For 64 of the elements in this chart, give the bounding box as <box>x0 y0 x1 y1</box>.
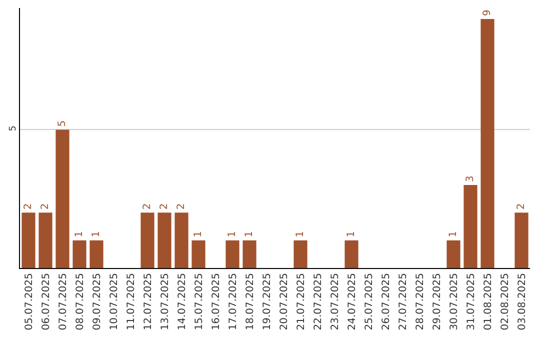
x-tick-label: 27.07.2025 <box>398 273 409 330</box>
x-tick-label: 05.07.2025 <box>24 273 35 330</box>
bar <box>90 240 104 268</box>
x-tick-label: 07.07.2025 <box>58 273 69 330</box>
bar <box>226 240 240 268</box>
bar <box>38 212 52 268</box>
data-label: 2 <box>516 203 527 210</box>
data-label: 1 <box>227 230 238 238</box>
bar <box>158 212 172 268</box>
x-tick-label: 25.07.2025 <box>364 273 375 330</box>
x-tick-label: 20.07.2025 <box>278 273 290 330</box>
x-tick-label: 31.07.2025 <box>466 273 477 330</box>
data-label: 2 <box>23 203 34 210</box>
data-label: 5 <box>57 120 68 127</box>
x-tick-label: 22.07.2025 <box>312 273 324 330</box>
x-tick-label: 28.07.2025 <box>414 273 426 330</box>
data-label: 1 <box>74 230 85 238</box>
x-tick-label: 21.07.2025 <box>296 273 307 330</box>
x-tick-label: 13.07.2025 <box>160 273 171 330</box>
data-label: 2 <box>40 203 51 210</box>
x-tick-label: 03.08.2025 <box>516 273 528 330</box>
x-tick-label: 30.07.2025 <box>448 273 460 330</box>
bar <box>192 240 206 268</box>
data-label: 1 <box>91 230 102 238</box>
bar <box>294 240 308 268</box>
bar <box>56 130 70 268</box>
x-tick-label: 14.07.2025 <box>176 273 188 330</box>
data-label: 1 <box>295 230 306 238</box>
x-tick-label: 09.07.2025 <box>92 273 103 330</box>
data-label: 3 <box>465 176 476 182</box>
x-tick-label: 24.07.2025 <box>346 273 358 330</box>
data-label: 1 <box>448 230 459 238</box>
data-label: 9 <box>482 10 493 16</box>
x-tick-label: 23.07.2025 <box>330 273 341 330</box>
bar <box>514 212 528 268</box>
x-tick-label: 18.07.2025 <box>244 273 256 330</box>
bar <box>446 240 460 268</box>
x-tick-label: 17.07.2025 <box>228 273 239 330</box>
bar <box>174 212 188 268</box>
x-tick-label: 12.07.2025 <box>142 273 154 330</box>
bar <box>464 185 478 268</box>
data-label: 1 <box>244 230 255 238</box>
data-label: 1 <box>193 230 204 238</box>
data-label: 2 <box>176 203 187 210</box>
x-tick-label: 08.07.2025 <box>74 273 86 330</box>
bar <box>22 212 36 268</box>
x-tick-label: 06.07.2025 <box>40 273 52 330</box>
bar <box>72 240 86 268</box>
x-tick-label: 02.08.2025 <box>500 273 511 330</box>
bar <box>140 212 154 268</box>
bar <box>242 240 256 268</box>
data-label: 1 <box>346 230 357 238</box>
x-tick-label: 26.07.2025 <box>380 273 392 330</box>
x-tick-label: 29.07.2025 <box>432 273 443 330</box>
x-tick-label: 11.07.2025 <box>126 273 137 330</box>
x-tick-label: 10.07.2025 <box>108 273 120 330</box>
data-label: 2 <box>142 203 153 210</box>
x-tick-label: 16.07.2025 <box>210 273 222 330</box>
bar <box>344 240 358 268</box>
data-label: 2 <box>159 203 170 210</box>
x-tick-label: 01.08.2025 <box>482 273 494 330</box>
bar <box>480 19 494 268</box>
x-tick-label: 19.07.2025 <box>262 273 273 330</box>
x-tick-label: 15.07.2025 <box>194 273 205 330</box>
